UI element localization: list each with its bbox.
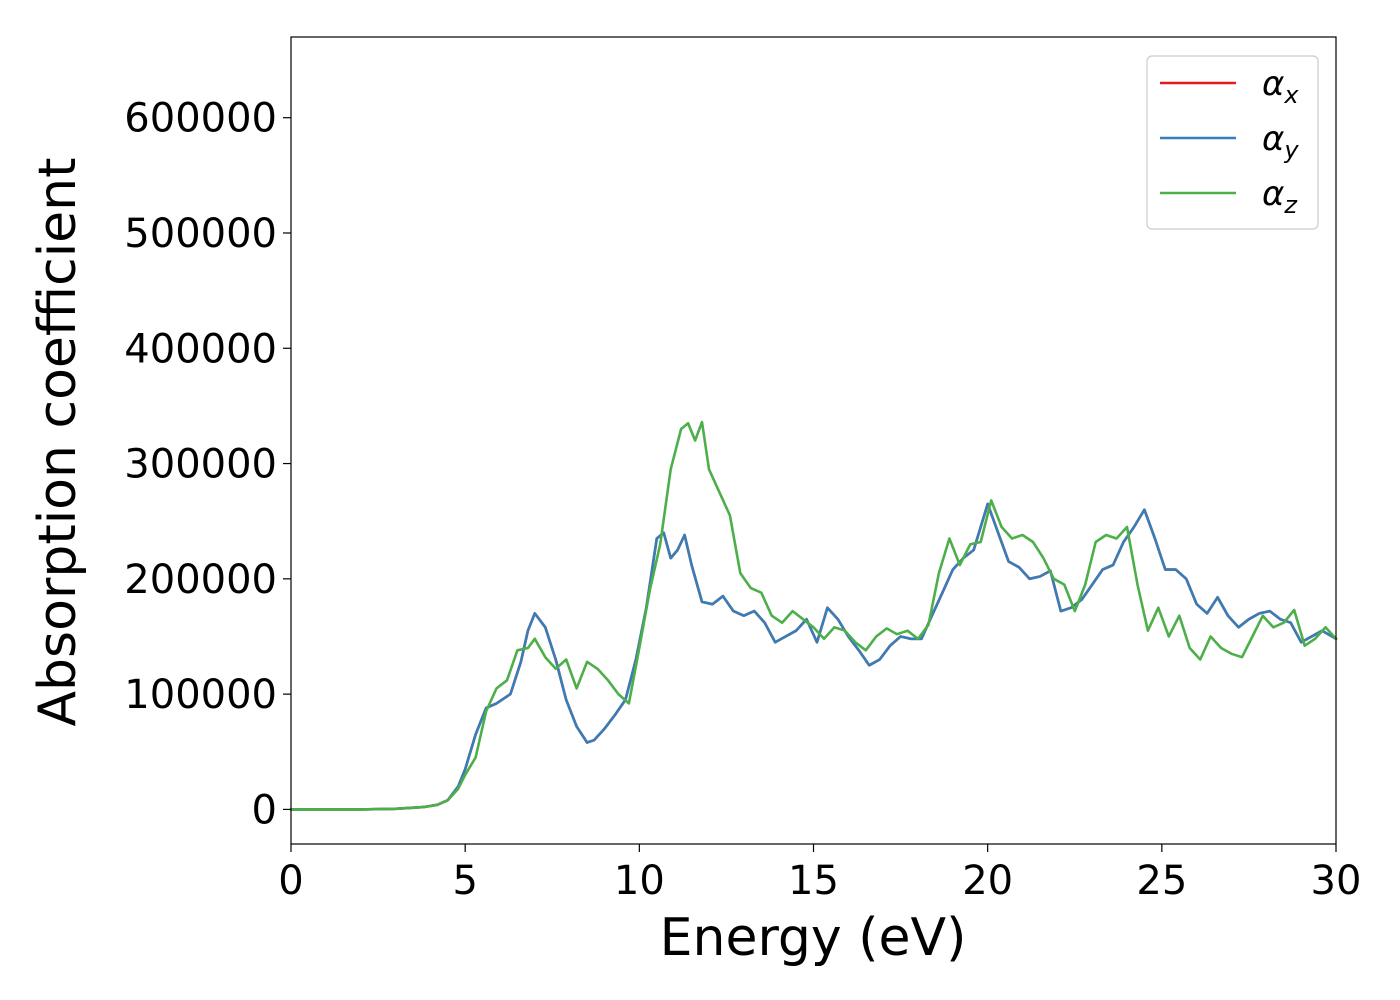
series-line-z xyxy=(289,420,1338,811)
x-tick-label: 10 xyxy=(614,858,665,904)
x-axis-ticks: 0 5 10 15 20 25 30 xyxy=(278,844,1361,904)
x-tick-label: 5 xyxy=(452,858,477,904)
y-tick-label: 100000 xyxy=(124,672,277,718)
x-tick-label: 25 xyxy=(1136,858,1187,904)
legend-subscript: z xyxy=(1283,191,1298,219)
series-line-y xyxy=(289,502,1338,811)
y-tick-label: 200000 xyxy=(124,557,277,603)
y-tick-label: 300000 xyxy=(124,442,277,488)
y-tick-label: 500000 xyxy=(124,211,277,257)
y-tick-label: 0 xyxy=(252,787,277,833)
y-tick-label: 400000 xyxy=(124,326,277,372)
legend-box xyxy=(1146,55,1319,230)
legend-subscript: x xyxy=(1283,81,1299,109)
x-tick-label: 20 xyxy=(962,858,1013,904)
series-layer xyxy=(289,420,1338,811)
x-tick-label: 15 xyxy=(788,858,839,904)
x-tick-label: 30 xyxy=(1311,858,1362,904)
y-axis-title: Absorption coefficient xyxy=(28,157,88,726)
y-tick-label: 600000 xyxy=(124,96,277,142)
x-tick-label: 0 xyxy=(278,858,303,904)
legend-subscript: y xyxy=(1283,136,1299,164)
y-axis-ticks: 0 100000 200000 300000 400000 500000 600000 xyxy=(124,96,291,833)
x-axis-title: Energy (eV) xyxy=(660,908,967,968)
